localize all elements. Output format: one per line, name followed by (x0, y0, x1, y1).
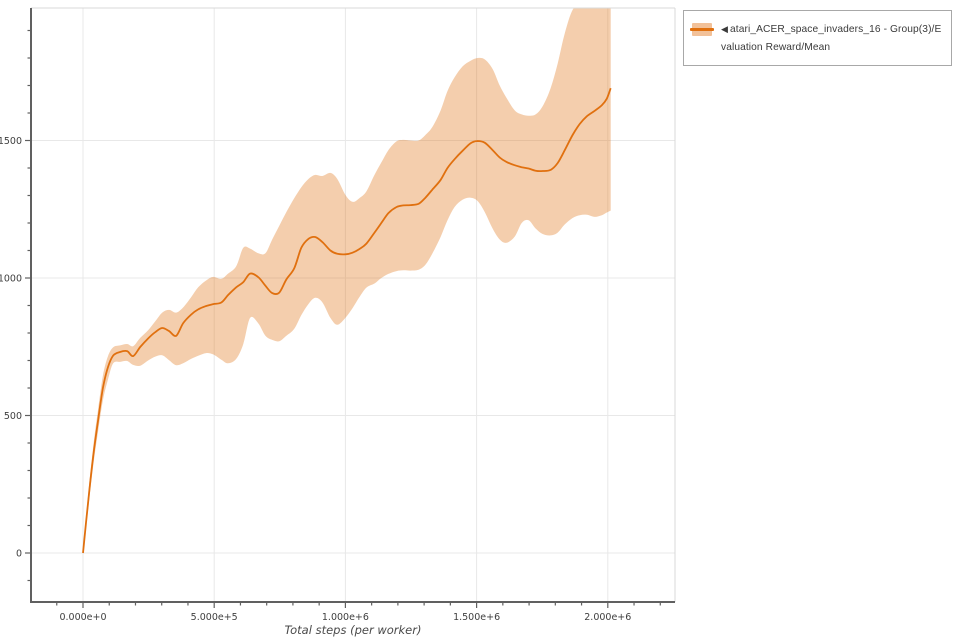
y-tick-label: 0 (16, 549, 22, 560)
x-axis-title: Total steps (per worker) (284, 623, 422, 637)
x-tick-label: 1.000e+6 (322, 612, 369, 623)
series-swatch-icon (690, 23, 714, 36)
series-swatch-line-icon (690, 28, 714, 31)
legend-series-entry[interactable]: ◀ atari_ACER_space_invaders_16 - Group(3)… (721, 20, 943, 57)
y-tick-label: 1500 (0, 136, 22, 147)
x-tick-label: 1.500e+6 (453, 612, 500, 623)
axis-ticks (25, 29, 661, 608)
mean-line (82, 87, 612, 554)
legend-series-label: atari_ACER_space_invaders_16 - Group(3)/… (721, 24, 942, 53)
x-tick-label: 5.000e+5 (191, 612, 238, 623)
y-tick-label: 500 (4, 411, 22, 422)
x-tick-label: 2.000e+6 (584, 612, 631, 623)
y-tick-label: 1000 (0, 274, 22, 285)
x-tick-label: 0.000e+0 (59, 612, 106, 623)
gridlines (31, 8, 675, 602)
confidence-band (83, 8, 611, 553)
collapse-legend-icon[interactable]: ◀ (721, 24, 729, 34)
legend[interactable]: ◀ atari_ACER_space_invaders_16 - Group(3)… (683, 10, 952, 66)
